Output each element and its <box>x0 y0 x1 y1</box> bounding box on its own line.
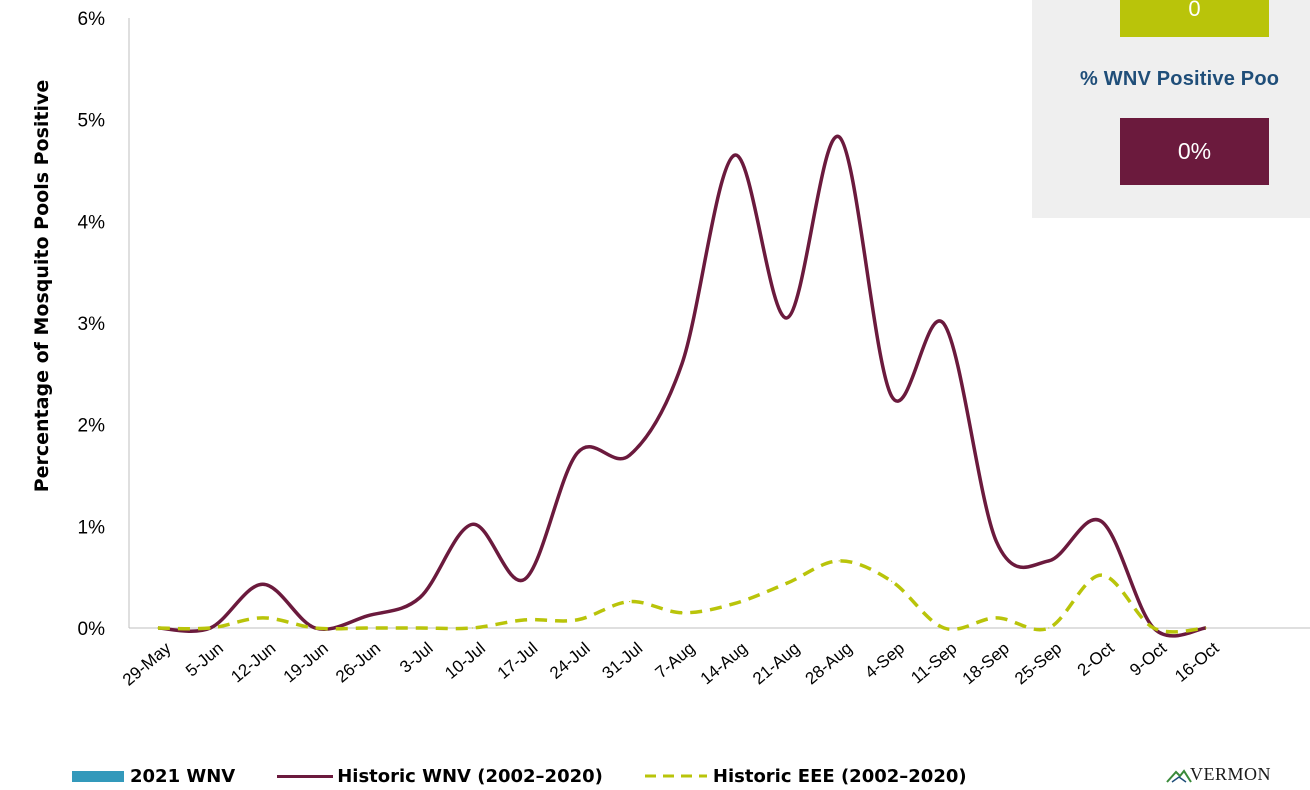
historic-eee-point <box>838 560 840 562</box>
chart-legend: 2021 WNV Historic WNV (2002–2020) Histor… <box>72 762 1009 790</box>
wnv-positive-value-box: 0% <box>1120 118 1269 185</box>
x-tick-label: 19-Jun <box>280 639 332 687</box>
historic-wnv-point <box>471 523 473 525</box>
historic-eee-point <box>681 612 683 614</box>
x-tick-label: 31-Jul <box>598 639 646 683</box>
historic-eee-point <box>524 619 526 621</box>
eee-positive-value: 0 <box>1188 0 1201 21</box>
historic-eee-point <box>419 627 421 629</box>
historic-wnv-point <box>786 317 788 319</box>
legend-swatch-historic-eee <box>644 774 707 778</box>
historic-eee-point <box>1153 627 1155 629</box>
y-axis-label-group: Percentage of Mosquito Pools Positive <box>31 80 53 493</box>
x-tick-label: 16-Oct <box>1171 638 1223 686</box>
historic-eee-point <box>576 619 578 621</box>
y-tick-label: 2% <box>78 416 106 437</box>
wnv-positive-value: 0% <box>1177 138 1212 164</box>
legend-swatch-historic-wnv <box>277 774 334 778</box>
legend-item-2021-wnv: 2021 WNV <box>72 766 235 787</box>
x-tick-label: 17-Jul <box>494 639 542 683</box>
historic-eee-point <box>209 627 211 629</box>
historic-eee-point <box>314 627 316 629</box>
historic-wnv-point <box>629 454 631 456</box>
historic-wnv-point <box>576 452 578 454</box>
y-tick-label: 3% <box>78 314 106 335</box>
x-tick-label: 18-Sep <box>959 639 1013 689</box>
x-tick-label: 10-Jul <box>441 639 489 683</box>
y-tick-label: 0% <box>78 619 106 640</box>
historic-wnv-point <box>1048 560 1050 562</box>
mountain-icon <box>1166 769 1192 783</box>
historic-eee-point <box>1205 627 1207 629</box>
legend-item-historic-eee: Historic EEE (2002–2020) <box>644 765 967 787</box>
x-tick-label: 26-Jun <box>332 639 384 687</box>
historic-eee-point <box>995 617 998 619</box>
historic-eee-point <box>262 617 264 619</box>
historic-eee-point <box>471 627 473 629</box>
historic-wnv-point <box>524 578 526 580</box>
x-tick-label: 5-Jun <box>182 639 227 681</box>
historic-wnv-point <box>943 323 945 325</box>
historic-eee-point <box>1100 574 1102 576</box>
historic-wnv-point <box>891 395 893 397</box>
stats-panel: 0 % WNV Positive Poo 0% <box>1032 0 1310 218</box>
legend-label-historic-eee: Historic EEE (2002–2020) <box>712 765 967 787</box>
eee-positive-value-box: 0 <box>1120 0 1269 37</box>
legend-item-historic-wnv: Historic WNV (2002–2020) <box>277 766 603 787</box>
vermont-logo: VERMON <box>1166 764 1310 790</box>
vermont-logo-text: VERMON <box>1190 764 1272 784</box>
historic-wnv-point <box>681 363 683 365</box>
x-tick-label: 21-Aug <box>749 639 803 689</box>
x-tick-label: 28-Aug <box>802 639 856 689</box>
x-tick-label: 3-Jul <box>396 639 436 677</box>
historic-eee-point <box>786 582 788 584</box>
historic-eee-point <box>733 603 736 605</box>
x-tick-label: 11-Sep <box>907 639 960 688</box>
x-tick-label: 24-Jul <box>546 639 594 683</box>
y-tick-label: 6% <box>78 9 106 30</box>
x-tick-label: 25-Sep <box>1011 639 1065 689</box>
historic-eee-point <box>629 600 631 603</box>
y-axis-label: Percentage of Mosquito Pools Positive <box>31 80 53 493</box>
legend-label-2021-wnv: 2021 WNV <box>130 765 236 787</box>
historic-wnv-point <box>733 154 736 156</box>
historic-wnv-line <box>157 135 1207 638</box>
historic-wnv-point <box>838 136 840 138</box>
y-tick-label: 5% <box>78 111 106 132</box>
x-tick-label: 29-May <box>119 638 175 689</box>
x-tick-label: 12-Jun <box>227 639 279 687</box>
historic-eee-point <box>157 627 159 629</box>
x-tick-label: 2-Oct <box>1074 638 1118 679</box>
historic-wnv-point <box>995 540 998 543</box>
historic-wnv-point <box>1100 520 1102 522</box>
historic-eee-line <box>157 559 1207 634</box>
historic-wnv-point <box>419 596 421 599</box>
x-tick-label: 7-Aug <box>652 639 699 683</box>
legend-label-historic-wnv: Historic WNV (2002–2020) <box>337 765 603 787</box>
historic-eee-point <box>891 580 893 582</box>
y-tick-label: 1% <box>78 517 106 538</box>
wnv-positive-title: % WNV Positive Poo <box>1080 68 1280 90</box>
x-tick-label: 9-Oct <box>1126 638 1170 679</box>
legend-swatch-2021-wnv <box>72 770 124 782</box>
historic-wnv-point <box>262 583 264 585</box>
y-tick-label: 4% <box>78 212 106 233</box>
x-tick-label: 14-Aug <box>697 639 751 689</box>
historic-eee-point <box>943 627 945 629</box>
historic-eee-point <box>1048 627 1050 629</box>
historic-wnv-point <box>367 615 369 617</box>
series-layer <box>157 135 1207 638</box>
x-tick-label: 4-Sep <box>861 639 908 683</box>
historic-eee-point <box>367 627 369 629</box>
